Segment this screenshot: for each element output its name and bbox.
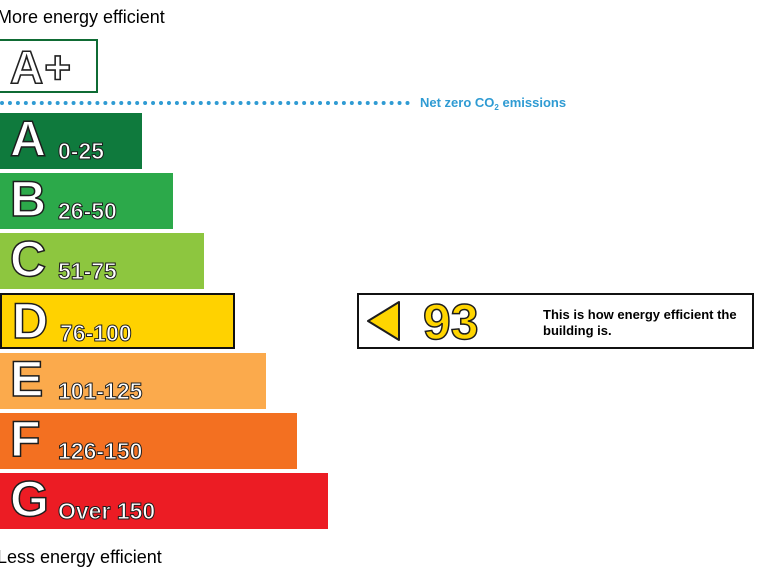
band-range: 126-150 bbox=[57, 438, 143, 464]
current-score: 93 bbox=[422, 294, 479, 350]
band-letter: A bbox=[9, 110, 47, 168]
net-zero-text-main: Net zero CO bbox=[420, 95, 495, 110]
net-zero-subscript: 2 bbox=[494, 103, 499, 112]
band-b: B 26-50 bbox=[0, 170, 173, 229]
net-zero-divider bbox=[0, 101, 410, 105]
band-letter: B bbox=[9, 170, 47, 228]
band-letter: D bbox=[11, 292, 49, 350]
more-efficient-caption: More energy efficient bbox=[0, 7, 165, 27]
band-a: A 0-25 bbox=[0, 110, 142, 169]
band-letter: F bbox=[9, 410, 41, 468]
band-letter: E bbox=[9, 350, 44, 408]
band-letter: G bbox=[9, 470, 49, 528]
band-range: 51-75 bbox=[58, 258, 118, 284]
band-letter: C bbox=[9, 230, 47, 288]
indicator-description: This is how energy efficient the buildin… bbox=[543, 307, 737, 338]
aplus-label: A+ bbox=[9, 41, 73, 93]
current-rating-indicator: 93 This is how energy efficient the buil… bbox=[357, 293, 754, 349]
band-range: 101-125 bbox=[57, 378, 143, 404]
net-zero-text-end: emissions bbox=[498, 95, 567, 110]
band-range: Over 150 bbox=[57, 498, 156, 524]
pointer-arrow-icon bbox=[367, 301, 400, 341]
band-f: F 126-150 bbox=[0, 410, 297, 469]
net-zero-label: Net zero CO2 emissions bbox=[420, 95, 566, 112]
band-range: 76-100 bbox=[60, 320, 133, 346]
band-c: C 51-75 bbox=[0, 230, 204, 289]
band-range: 26-50 bbox=[58, 198, 118, 224]
band-range: 0-25 bbox=[57, 138, 105, 164]
band-g: G Over 150 bbox=[0, 470, 328, 529]
less-efficient-caption: Less energy efficient bbox=[0, 547, 162, 567]
aplus-band: A+ bbox=[0, 39, 98, 93]
band-e: E 101-125 bbox=[0, 350, 266, 409]
band-d: D 76-100 bbox=[0, 292, 235, 350]
